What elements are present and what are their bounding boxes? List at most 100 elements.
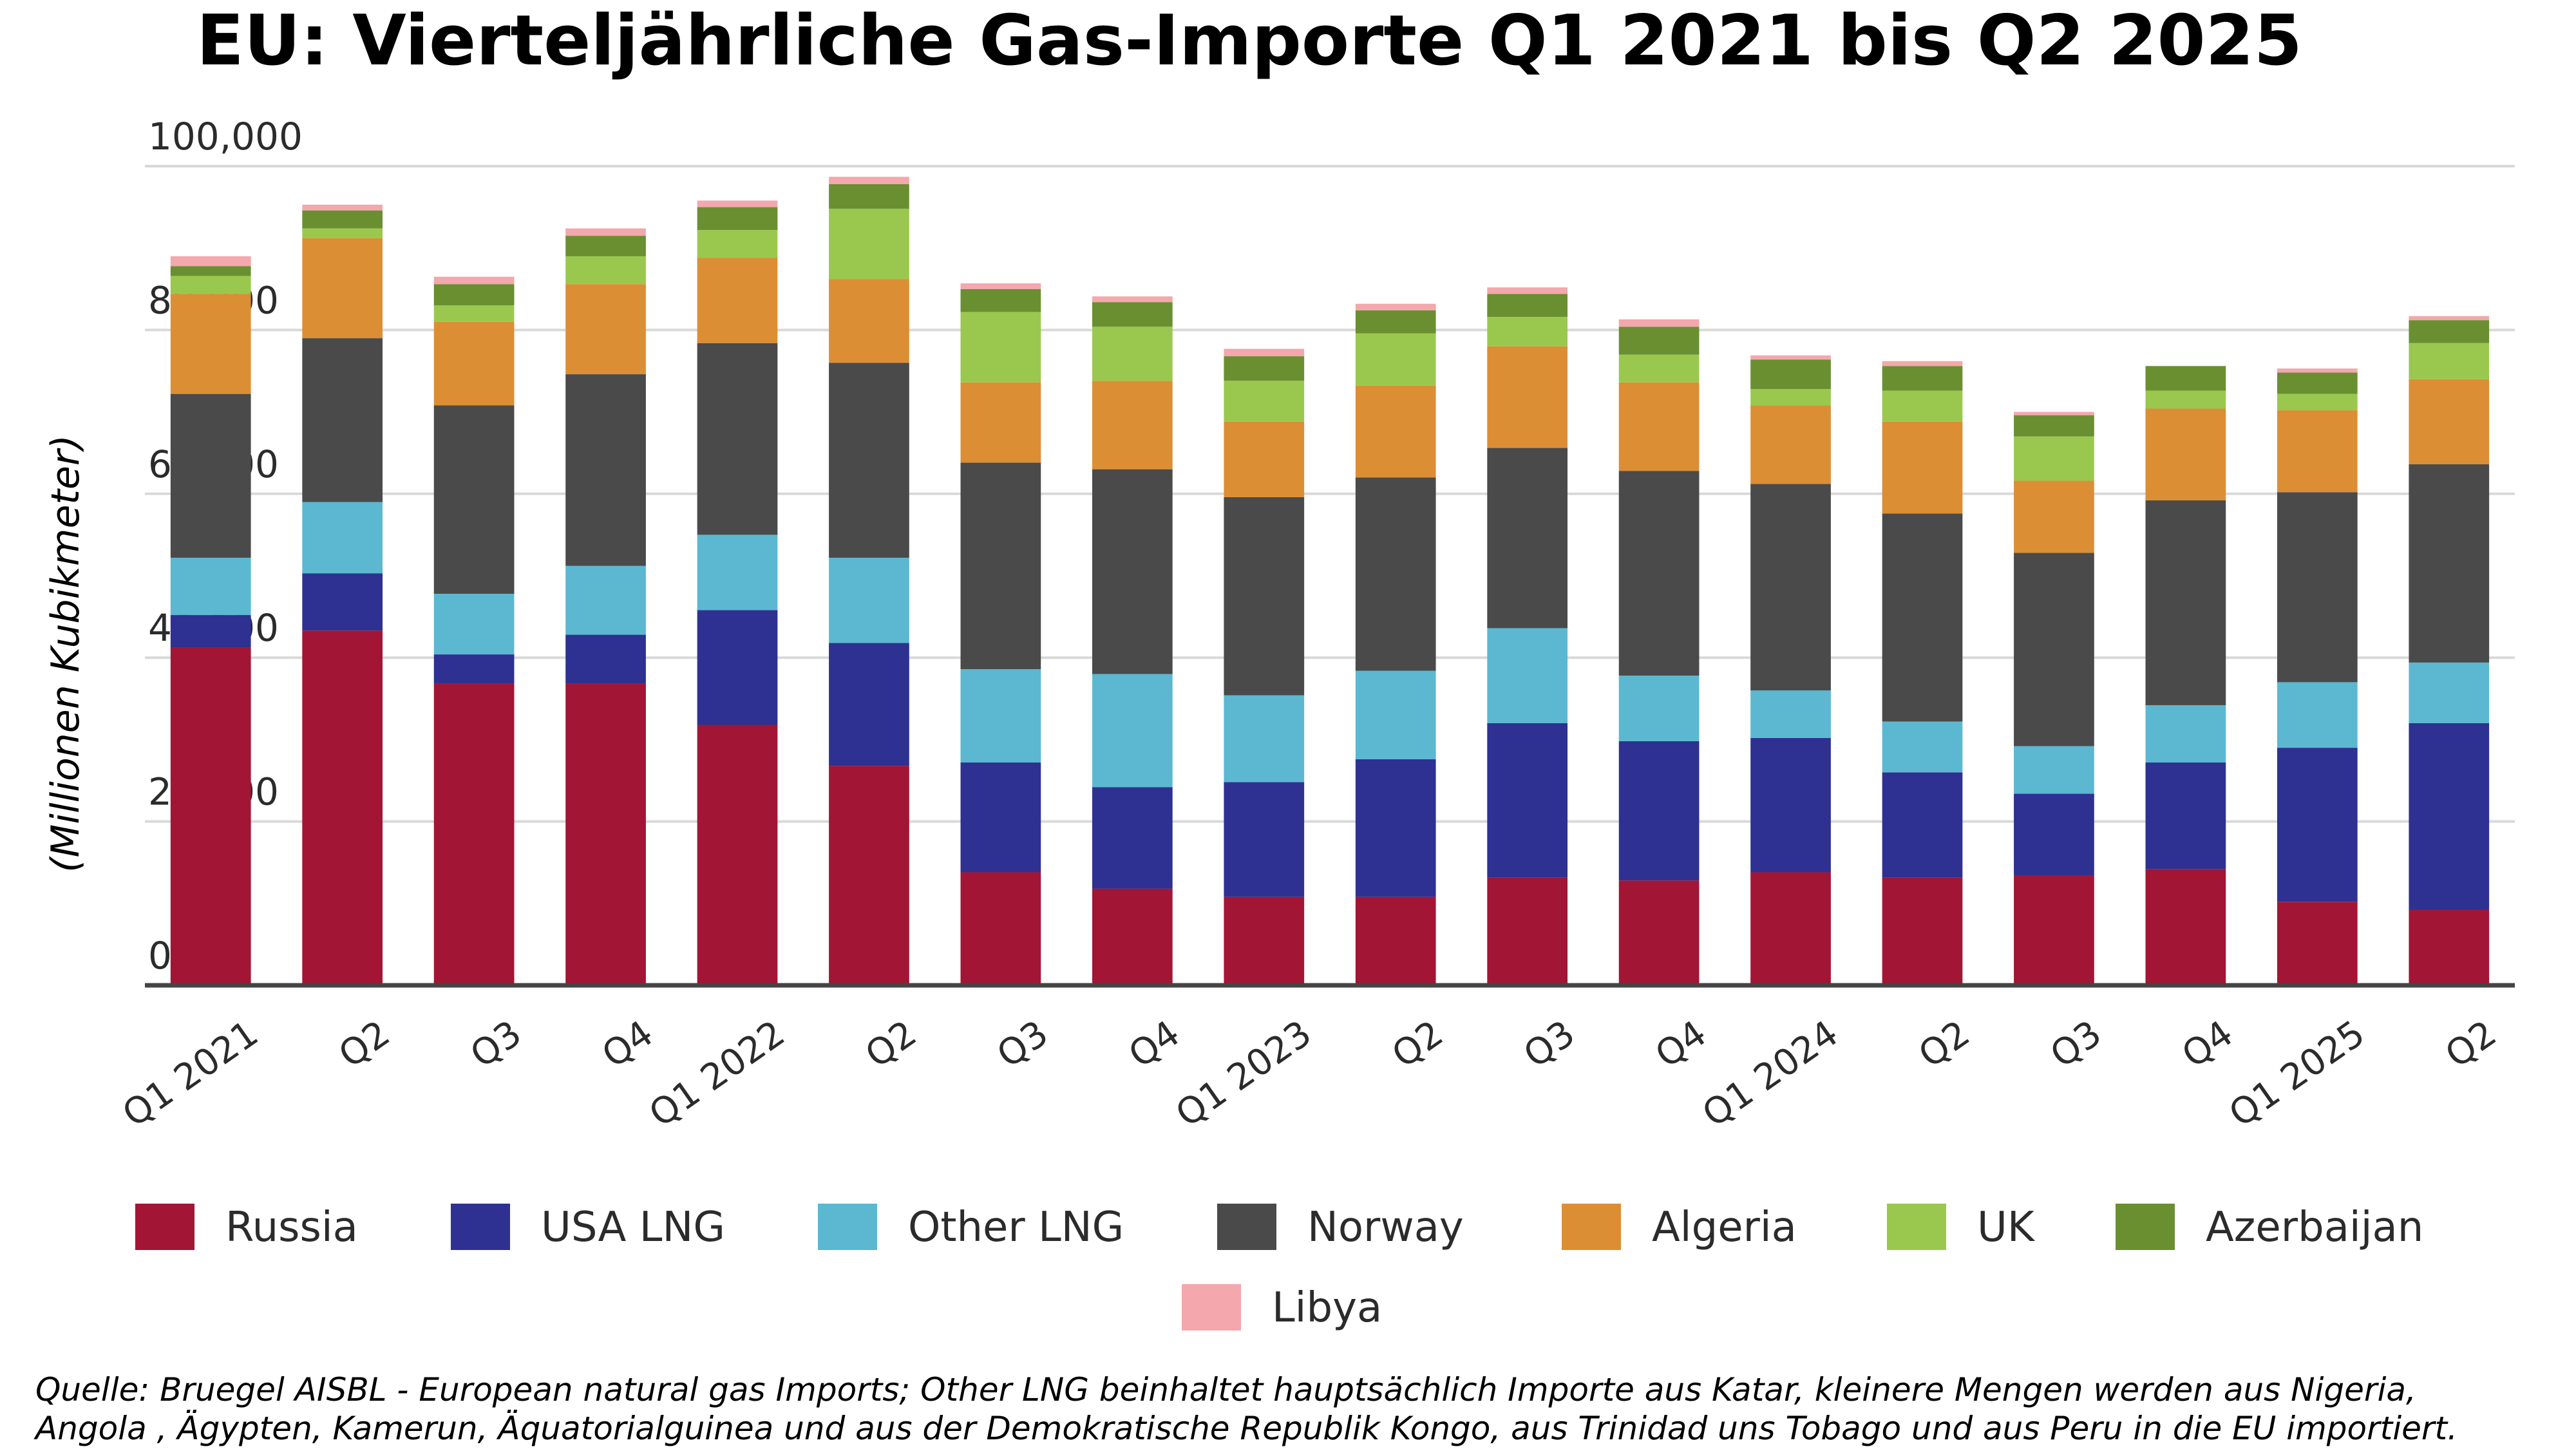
- bar-segment: [2409, 464, 2490, 663]
- bar-segment: [2145, 762, 2226, 869]
- bar-segment: [2409, 320, 2490, 343]
- bar-segment: [1355, 333, 1436, 386]
- bar-segment: [2277, 902, 2358, 985]
- source-line-2: Angola , Ägypten, Kamerun, Äquatorialgui…: [33, 1410, 2458, 1447]
- bar-segment: [1882, 390, 1963, 422]
- bar-segment: [1750, 484, 1831, 691]
- bar-stack: [2277, 368, 2358, 985]
- bar-segment: [2409, 343, 2490, 379]
- x-tick-label: Q3: [2043, 1012, 2109, 1076]
- bar-stack: [1618, 319, 1700, 985]
- bar-segment: [1487, 346, 1568, 448]
- bar-segment: [565, 634, 646, 684]
- bar-stack: [302, 204, 383, 985]
- y-tick-label: 100,000: [148, 115, 303, 158]
- legend-item: UK: [1887, 1204, 2036, 1251]
- legend-item: USA LNG: [451, 1204, 725, 1251]
- bar-segment: [1224, 497, 1305, 696]
- bar-segment: [1487, 317, 1568, 346]
- bar-segment: [433, 321, 515, 406]
- bar-segment: [1355, 477, 1436, 671]
- bar-stack: [1355, 303, 1436, 985]
- legend-item: Algeria: [1562, 1204, 1797, 1251]
- bar-stack: [433, 276, 515, 985]
- bar-segment: [1750, 690, 1831, 738]
- bar-segment: [170, 393, 251, 558]
- bar-segment: [1882, 361, 1963, 366]
- bar-segment: [2145, 366, 2226, 391]
- bar-segment: [302, 630, 383, 985]
- bar-segment: [697, 258, 778, 343]
- bar-segment: [1487, 877, 1568, 985]
- x-tick-label: Q4: [2175, 1012, 2241, 1076]
- bar-segment: [170, 256, 251, 267]
- bar-segment: [2145, 705, 2226, 763]
- bar-segment: [565, 374, 646, 566]
- bar-segment: [170, 294, 251, 394]
- bar-segment: [1355, 310, 1436, 334]
- bar-segment: [1487, 628, 1568, 723]
- bar-segment: [302, 210, 383, 229]
- source-note: Quelle: Bruegel AISBL - European natural…: [33, 1371, 2458, 1447]
- bar-segment: [433, 593, 515, 655]
- bar-segment: [1092, 296, 1173, 303]
- bar-segment: [565, 565, 646, 635]
- bar-segment: [2277, 410, 2358, 493]
- legend-item: Russia: [135, 1204, 358, 1251]
- x-tick-label: Q1 2023: [1168, 1012, 1319, 1135]
- bar-segment: [829, 176, 909, 184]
- legend-swatch: [135, 1204, 194, 1250]
- legend-label: Other LNG: [908, 1204, 1124, 1251]
- bar-segment: [2409, 723, 2490, 910]
- bar-segment: [170, 266, 251, 276]
- bar-segment: [1750, 737, 1831, 873]
- bar-segment: [1224, 782, 1305, 897]
- gridlines: [145, 165, 2515, 823]
- bar-segment: [1487, 287, 1568, 294]
- x-tick-label: Q1 2021: [115, 1012, 266, 1135]
- bar-segment: [960, 289, 1041, 312]
- bar-segment: [565, 683, 646, 985]
- bar-segment: [302, 502, 383, 574]
- bar-segment: [697, 207, 778, 231]
- bar-stack: [2014, 412, 2094, 985]
- bar-segment: [829, 766, 909, 985]
- y-tick-label: 0: [148, 934, 172, 978]
- bar-segment: [697, 535, 778, 611]
- bar-segment: [960, 762, 1041, 873]
- bar-segment: [1618, 880, 1700, 985]
- bar-segment: [2409, 316, 2490, 321]
- bar-segment: [1224, 421, 1305, 497]
- bar-segment: [1355, 896, 1436, 985]
- legend-swatch: [1182, 1284, 1241, 1331]
- bar-segment: [433, 305, 515, 322]
- bar-segment: [2014, 436, 2094, 481]
- bar-segment: [302, 204, 383, 211]
- bar-segment: [170, 615, 251, 648]
- bar-segment: [2014, 412, 2094, 415]
- bar-segment: [2277, 682, 2358, 748]
- x-tick-label: Q2: [1911, 1012, 1978, 1076]
- bar-segment: [1224, 896, 1305, 985]
- bar-stack: [697, 200, 778, 985]
- bar-segment: [1355, 670, 1436, 759]
- bar-segment: [697, 724, 778, 985]
- bar-segment: [1618, 319, 1700, 327]
- bar-segment: [1882, 877, 1963, 985]
- x-tick-label: Q3: [463, 1012, 529, 1076]
- bar-segment: [1355, 759, 1436, 897]
- bar-stack: [1224, 348, 1305, 985]
- bar-segment: [2277, 368, 2358, 373]
- bar-segment: [1092, 302, 1173, 327]
- legend-swatch: [2116, 1204, 2175, 1250]
- x-tick-label: Q1 2022: [642, 1012, 793, 1135]
- bar-stack: [1882, 361, 1963, 985]
- bar-stack: [1092, 296, 1173, 985]
- bar-stack: [1487, 287, 1568, 985]
- legend-swatch: [1887, 1204, 1946, 1250]
- x-tick-label: Q4: [594, 1012, 661, 1076]
- bar-segment: [2277, 748, 2358, 902]
- legend-label: Azerbaijan: [2206, 1204, 2423, 1251]
- bar-segment: [170, 558, 251, 616]
